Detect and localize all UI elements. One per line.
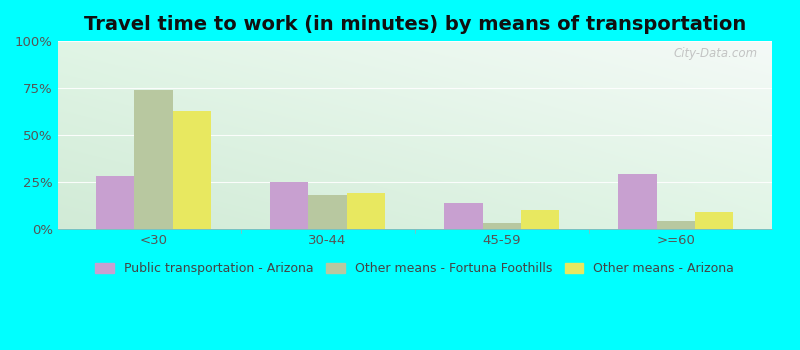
Bar [695, 212, 734, 229]
Bar [521, 210, 559, 229]
Bar [346, 193, 385, 229]
Title: Travel time to work (in minutes) by means of transportation: Travel time to work (in minutes) by mean… [83, 15, 746, 34]
Bar [444, 203, 482, 229]
Bar [657, 222, 695, 229]
Bar [309, 195, 346, 229]
Bar [482, 223, 521, 229]
Bar [96, 176, 134, 229]
Text: City-Data.com: City-Data.com [674, 47, 758, 60]
Bar [270, 182, 309, 229]
Legend: Public transportation - Arizona, Other means - Fortuna Foothills, Other means - : Public transportation - Arizona, Other m… [91, 259, 738, 279]
Bar [618, 174, 657, 229]
Bar [173, 111, 211, 229]
Bar [134, 90, 173, 229]
